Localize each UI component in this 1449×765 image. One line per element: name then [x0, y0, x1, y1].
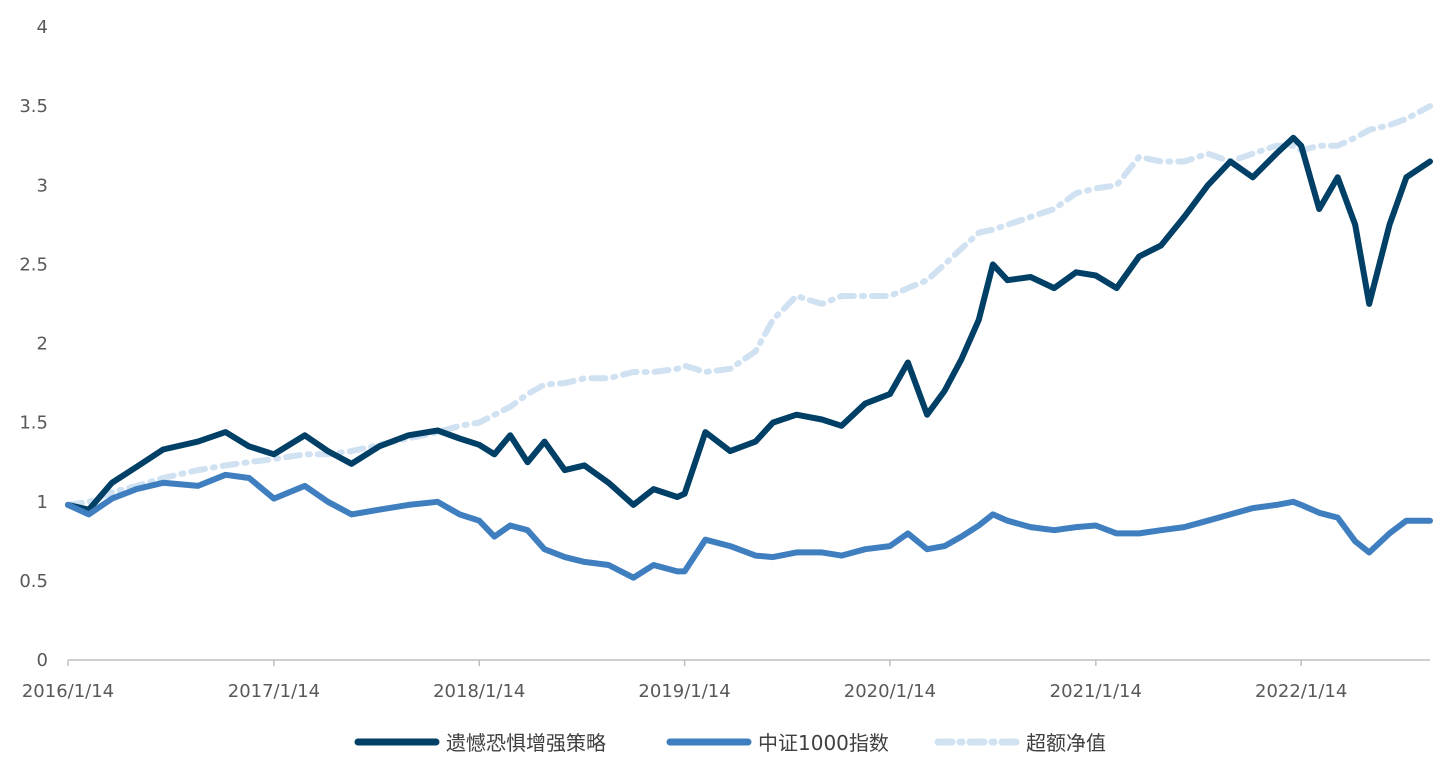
x-tick-label: 2017/1/14 — [228, 681, 320, 702]
y-tick-label: 4 — [37, 17, 48, 38]
y-tick-label: 2.5 — [19, 254, 48, 275]
series-line — [65, 134, 1433, 513]
y-tick-label: 1.5 — [19, 413, 48, 434]
legend-label: 遗憾恐惧增强策略 — [446, 731, 606, 755]
x-tick-label: 2019/1/14 — [638, 681, 730, 702]
x-tick-label: 2020/1/14 — [844, 681, 936, 702]
y-tick-label: 2 — [37, 334, 48, 355]
y-tick-label: 1 — [37, 492, 48, 513]
y-tick-label: 0 — [37, 650, 48, 671]
x-axis: 2016/1/14 2017/1/14 2018/1/14 2019/1/14 2020… — [22, 659, 1430, 702]
x-tick-label: 2016/1/14 — [22, 681, 114, 702]
x-tick-label: 2022/1/14 — [1255, 681, 1347, 702]
legend-label: 超额净值 — [1026, 731, 1106, 755]
series-layer — [65, 103, 1433, 581]
legend-item: 遗憾恐惧增强策略 — [354, 731, 606, 755]
y-axis: 0 0.5 1 1.5 2 2.5 3 3.5 4 — [19, 17, 48, 671]
legend-item: 超额净值 — [934, 731, 1106, 755]
legend-label: 中证1000指数 — [758, 731, 889, 755]
x-tick-label: 2021/1/14 — [1050, 681, 1142, 702]
y-tick-label: 3 — [37, 175, 48, 196]
y-tick-label: 0.5 — [19, 571, 48, 592]
series-line — [65, 103, 1433, 508]
x-tick-label: 2018/1/14 — [433, 681, 525, 702]
legend-item: 中证1000指数 — [666, 731, 889, 755]
series-line — [65, 471, 1433, 581]
y-tick-label: 3.5 — [19, 96, 48, 117]
legend: 遗憾恐惧增强策略 中证1000指数 超额净值 — [354, 731, 1106, 755]
